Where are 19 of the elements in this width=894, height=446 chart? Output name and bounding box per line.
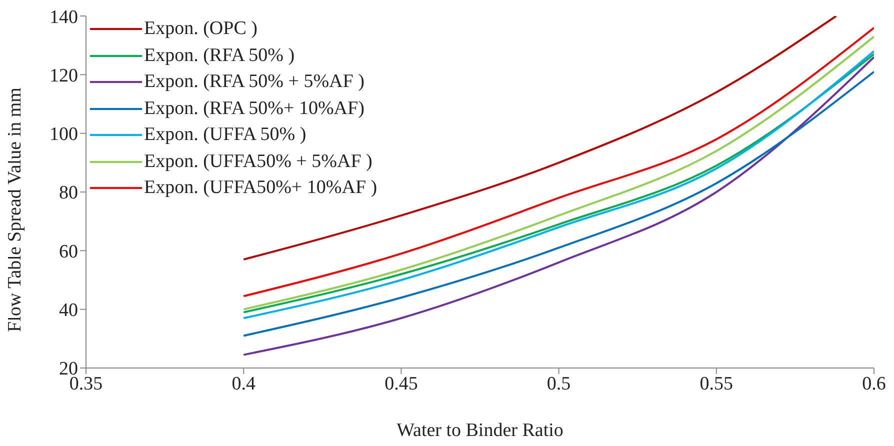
x-tick-label: 0.4 [232, 373, 256, 394]
y-tick-label: 120 [50, 65, 78, 86]
x-tick-label: 0.5 [546, 373, 571, 394]
legend-label: Expon. (UFFA50% + 5%AF ) [144, 150, 372, 174]
x-tick-label: 0.45 [384, 373, 418, 394]
y-tick-label: 40 [59, 300, 78, 322]
x-tick-label: 0.6 [862, 373, 886, 394]
legend-label: Expon. (UFFA 50% ) [144, 123, 306, 147]
x-axis-title: Water to Binder Ratio [396, 420, 564, 441]
y-tick-label: 80 [59, 182, 78, 204]
y-tick-label: 100 [50, 124, 78, 146]
y-tick-label: 140 [50, 6, 78, 28]
legend-label: Expon. (RFA 50% + 5%AF ) [144, 70, 364, 94]
legend-label: Expon. (UFFA50%+ 10%AF ) [144, 176, 378, 200]
legend-label: Expon. (RFA 50% ) [144, 44, 295, 68]
x-tick-label: 0.55 [700, 373, 734, 394]
y-tick-label: 60 [59, 241, 78, 262]
legend-label: Expon. (OPC ) [144, 17, 258, 41]
legend-label: Expon. (RFA 50%+ 10%AF) [144, 96, 364, 120]
